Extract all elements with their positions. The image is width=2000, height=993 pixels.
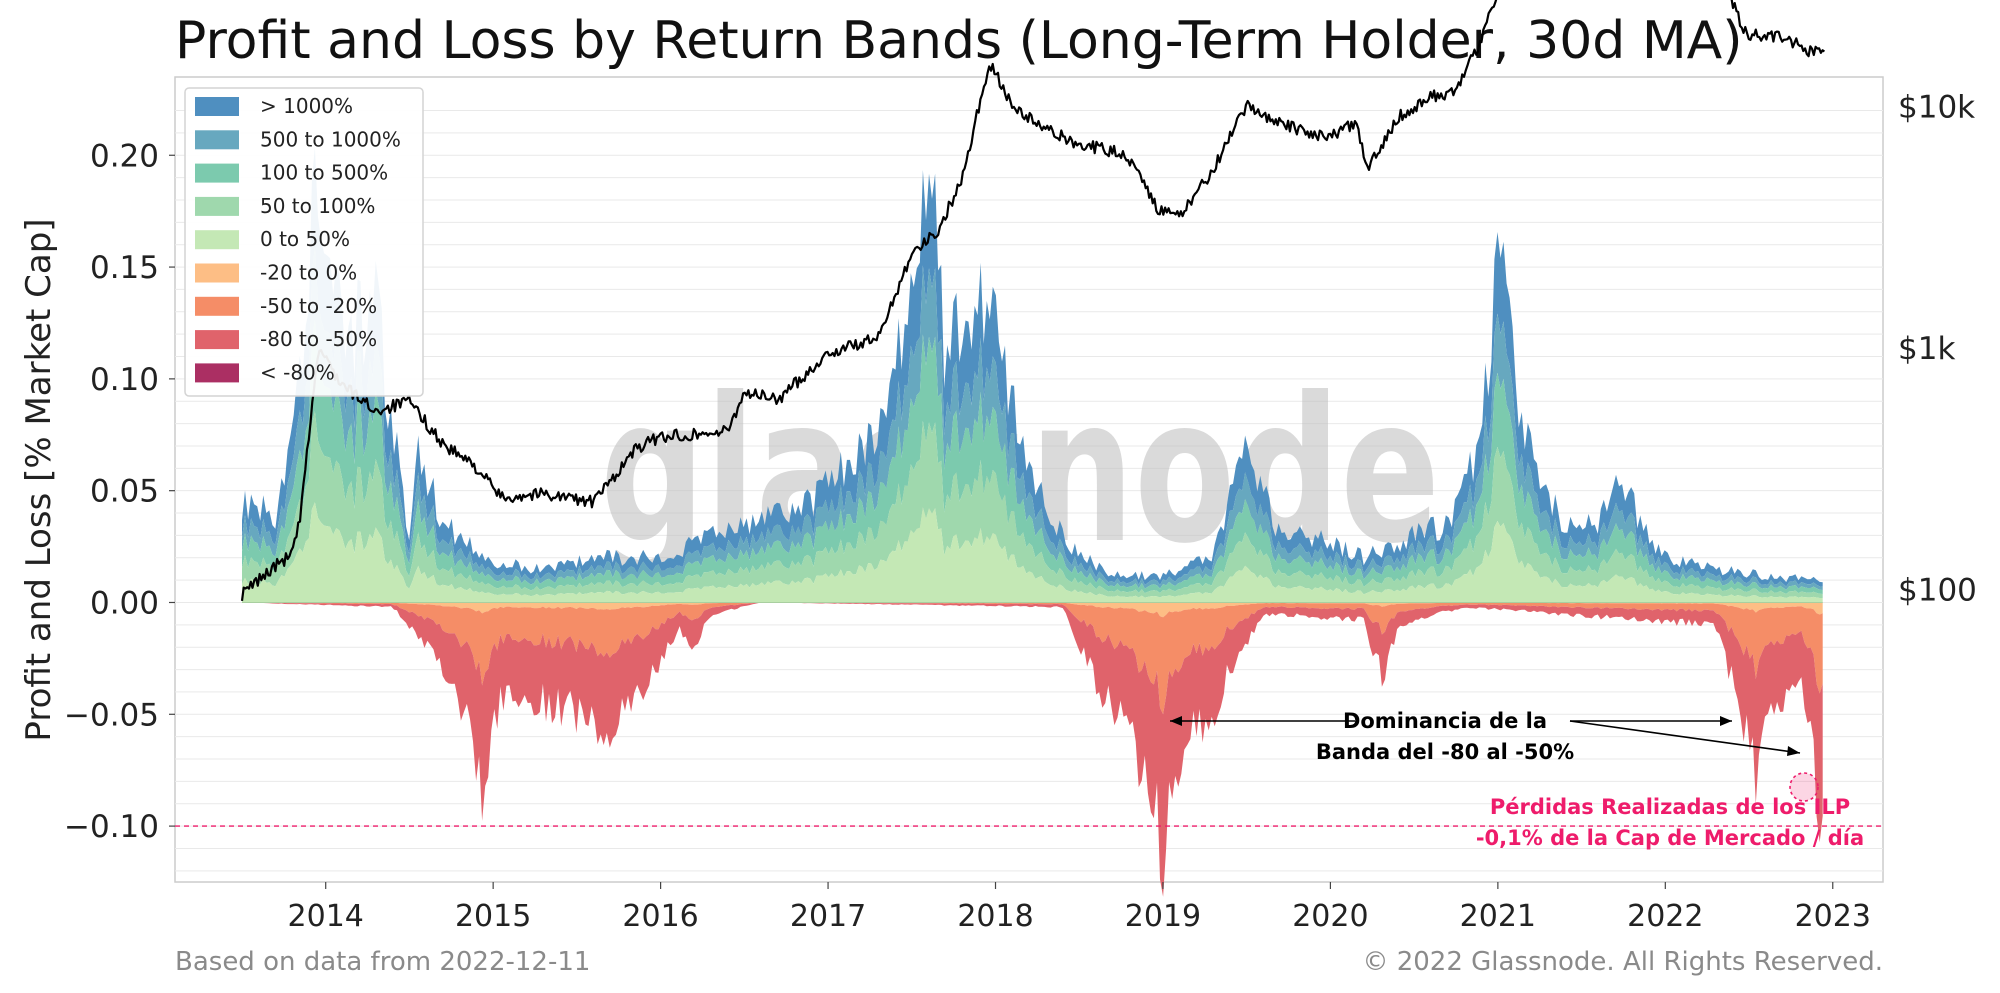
annotations: Dominancia de la Banda del -80 al -50% P…	[1170, 709, 1864, 850]
legend-label: -20 to 0%	[260, 261, 357, 285]
legend-swatch	[195, 263, 239, 283]
y-tick-label: −0.05	[64, 697, 159, 733]
x-tick-label: 2018	[957, 899, 1033, 934]
x-axis-ticks: 2014 2015 2016 2017 2018 2019 2020 2021 2022 2023	[288, 882, 1871, 934]
annotation-arrow-2022b	[1569, 720, 1801, 754]
band-0-50	[242, 502, 1823, 603]
x-tick-label: 2015	[455, 899, 531, 934]
annotation-line-1: Dominancia de la	[1343, 709, 1547, 733]
y-tick-label: 0.15	[90, 250, 159, 286]
annotation-pink-line-2: -0,1% de la Cap de Mercado / día	[1476, 826, 1864, 850]
annotation-arrowhead-2022b	[1787, 746, 1800, 756]
area-bands	[241, 146, 1823, 897]
footer-left: Based on data from 2022-12-11	[175, 947, 590, 977]
x-tick-label: 2020	[1292, 899, 1368, 934]
y-axis-label: Profit and Loss [% Market Cap]	[19, 218, 59, 741]
legend-box	[184, 87, 424, 397]
legend-label: 500 to 1000%	[260, 127, 401, 151]
legend-label: 50 to 100%	[260, 194, 375, 218]
x-tick-label: 2022	[1627, 899, 1703, 934]
legend-label: < -80%	[260, 360, 335, 384]
band-minus50-minus20	[242, 602, 1823, 715]
legend-swatch	[195, 163, 239, 183]
legend-swatch	[195, 296, 239, 316]
highlight-circle	[1789, 772, 1819, 802]
band-minus80-minus50	[242, 602, 1823, 897]
legend-label: 0 to 50%	[260, 227, 350, 251]
legend-swatch	[195, 363, 239, 383]
legend: > 1000% 500 to 1000% 100 to 500% 50 to 100%…	[184, 87, 424, 397]
x-tick-label: 2019	[1125, 899, 1201, 934]
band-minus20-0	[242, 602, 1823, 618]
y-tick-label: 0.10	[90, 362, 159, 398]
y2-tick-label: $10k	[1898, 90, 1975, 126]
legend-label: > 1000%	[260, 94, 353, 118]
legend-swatch	[195, 97, 239, 116]
x-tick-label: 2023	[1795, 899, 1871, 934]
x-tick-label: 2014	[288, 899, 364, 934]
y-tick-label: 0.00	[90, 585, 159, 621]
annotation-line-2: Banda del -80 al -50%	[1316, 740, 1574, 764]
legend-swatch	[195, 330, 239, 350]
annotation-arrowhead-2019	[1170, 716, 1182, 726]
legend-swatch	[195, 130, 239, 150]
y-tick-label: −0.10	[64, 809, 159, 845]
footer-right: © 2022 Glassnode. All Rights Reserved.	[1362, 947, 1883, 977]
y-tick-label: 0.20	[90, 138, 159, 174]
legend-swatch	[195, 196, 239, 216]
x-tick-label: 2016	[622, 899, 698, 934]
legend-label: -80 to -50%	[260, 327, 377, 351]
y-axis-ticks: 0.20 0.15 0.10 0.05 0.00 −0.05 −0.10	[64, 138, 175, 845]
band-100-500	[242, 320, 1823, 594]
y2-tick-label: $1k	[1898, 331, 1955, 367]
x-tick-label: 2017	[790, 899, 866, 934]
legend-swatch	[195, 230, 239, 250]
band-50-100	[242, 411, 1823, 598]
x-tick-label: 2021	[1460, 899, 1536, 934]
y2-axis-ticks: $10k $1k $100	[1898, 90, 1977, 609]
price-line	[240, 0, 1826, 602]
chart-title: Profit and Loss by Return Bands (Long-Te…	[175, 11, 1743, 71]
y2-tick-label: $100	[1898, 573, 1977, 609]
legend-label: 100 to 500%	[260, 161, 388, 185]
annotation-arrowhead-2022a	[1720, 716, 1732, 726]
annotation-pink-line-1: Pérdidas Realizadas de los ILP	[1490, 795, 1850, 819]
legend-label: -50 to -20%	[260, 294, 377, 318]
y-tick-label: 0.05	[90, 474, 159, 510]
